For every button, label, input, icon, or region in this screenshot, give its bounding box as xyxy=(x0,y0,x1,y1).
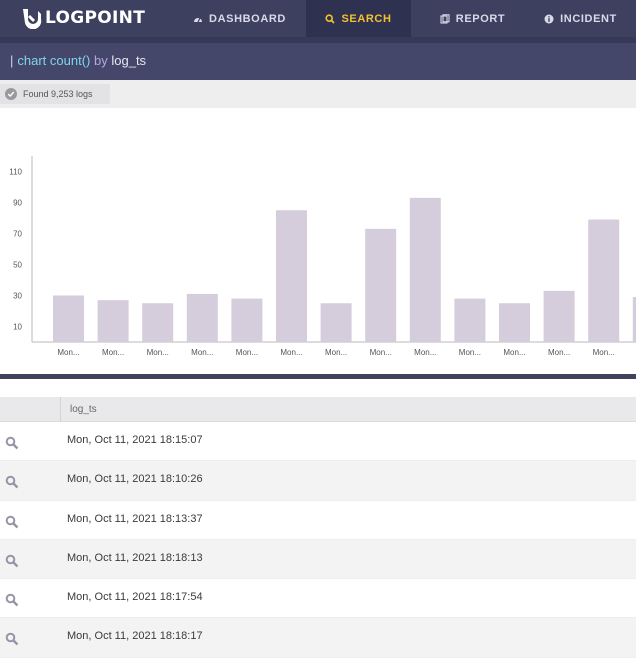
x-tick-label: Mon... xyxy=(236,348,258,357)
info-icon xyxy=(544,14,554,23)
search-icon[interactable] xyxy=(5,554,19,568)
log-ts-cell: Mon, Oct 11, 2021 18:18:17 xyxy=(67,630,203,643)
bar[interactable] xyxy=(186,293,218,342)
x-tick-label: Mon... xyxy=(147,348,169,357)
table-body: Mon, Oct 11, 2021 18:15:07 Mon, Oct 11, 2… xyxy=(0,422,636,658)
table-row[interactable]: Mon, Oct 11, 2021 18:17:54 xyxy=(0,579,636,619)
check-circle-icon xyxy=(5,88,17,100)
table-row[interactable]: Mon, Oct 11, 2021 18:13:37 xyxy=(0,501,636,540)
nav-incident[interactable]: INCIDENT xyxy=(525,0,636,37)
report-icon xyxy=(440,13,450,24)
bar[interactable] xyxy=(276,210,307,342)
column-header-log-ts[interactable]: log_ts xyxy=(70,404,97,415)
panel-separator[interactable] xyxy=(0,374,636,379)
result-status-bar: Found 9,253 logs xyxy=(0,80,636,108)
x-tick-label: Mon... xyxy=(280,348,302,357)
bar[interactable] xyxy=(97,300,129,342)
bar[interactable] xyxy=(409,197,441,342)
log-ts-cell: Mon, Oct 11, 2021 18:17:54 xyxy=(67,591,203,604)
x-tick-label: Mon... xyxy=(102,348,124,357)
log-ts-cell: Mon, Oct 11, 2021 18:15:07 xyxy=(67,434,203,446)
x-tick-label: Mon... xyxy=(325,348,347,357)
bar-chart-svg: 10 30 50 70 90 110 Mon... Mon... Mon... Mon... Mon… xyxy=(9,156,636,357)
table-header: log_ts xyxy=(0,397,636,422)
nav-search-label: SEARCH xyxy=(341,12,392,25)
y-tick-label: 10 xyxy=(13,323,22,332)
search-icon[interactable] xyxy=(5,475,19,489)
y-tick-label: 70 xyxy=(13,230,22,239)
log-ts-cell: Mon, Oct 11, 2021 18:10:26 xyxy=(67,473,203,486)
query-field: log_ts xyxy=(111,53,147,68)
table-row[interactable]: Mon, Oct 11, 2021 18:15:07 xyxy=(0,422,636,462)
query-pipe: | xyxy=(10,53,14,68)
nav-report[interactable]: REPORT xyxy=(420,0,525,37)
log-ts-cell: Mon, Oct 11, 2021 18:18:13 xyxy=(67,551,203,564)
bar[interactable] xyxy=(588,219,620,342)
dashboard-icon xyxy=(194,17,203,22)
found-logs-badge: Found 9,253 logs xyxy=(0,84,110,104)
query-bar[interactable]: | chart count() by log_ts xyxy=(0,37,636,80)
bar[interactable] xyxy=(365,228,397,342)
nav-dashboard[interactable]: DASHBOARD xyxy=(182,0,297,37)
results-table: log_ts Mon, Oct 11, 2021 18:15:07 Mon, Oc… xyxy=(0,397,636,658)
bar[interactable] xyxy=(53,295,84,343)
bar[interactable] xyxy=(454,298,486,342)
logpoint-logo[interactable]: LOGPOINT xyxy=(20,7,145,29)
bar[interactable] xyxy=(499,303,530,342)
query-function: chart count() xyxy=(17,53,91,68)
query-input[interactable]: | chart count() by log_ts xyxy=(10,53,146,68)
x-tick-label: Mon... xyxy=(459,348,481,357)
y-tick-label: 30 xyxy=(13,292,22,301)
y-tick-label: 50 xyxy=(13,261,22,270)
search-icon[interactable] xyxy=(5,515,19,529)
bar[interactable] xyxy=(142,303,174,342)
search-icon xyxy=(325,13,336,24)
y-tick-label: 110 xyxy=(9,168,22,177)
x-tick-label: Mon... xyxy=(593,348,615,357)
bar[interactable] xyxy=(543,290,575,342)
x-tick-label: Mon... xyxy=(548,348,570,357)
logo-text: LOGPOINT xyxy=(45,8,146,28)
y-tick-label: 90 xyxy=(13,199,22,208)
logo-mark-icon xyxy=(23,9,42,29)
x-tick-label: Mon... xyxy=(191,348,213,357)
query-keyword: by xyxy=(94,53,108,68)
header-action-column xyxy=(0,397,61,422)
search-icon[interactable] xyxy=(5,632,19,646)
table-row[interactable]: Mon, Oct 11, 2021 18:10:26 xyxy=(0,461,636,501)
search-icon[interactable] xyxy=(5,593,19,607)
table-row[interactable]: Mon, Oct 11, 2021 18:18:17 xyxy=(0,618,636,658)
top-navigation-bar: LOGPOINT DASHBOARD SEARCH REPORT xyxy=(0,0,636,37)
bar[interactable] xyxy=(231,298,263,342)
nav-dashboard-label: DASHBOARD xyxy=(209,12,286,25)
bar[interactable] xyxy=(320,303,352,342)
table-toolbar-space xyxy=(0,379,636,397)
nav-report-label: REPORT xyxy=(455,12,506,25)
x-tick-label: Mon... xyxy=(57,348,79,357)
bar[interactable] xyxy=(632,297,636,342)
nav-search[interactable]: SEARCH xyxy=(306,0,411,37)
x-tick-label: Mon... xyxy=(503,348,525,357)
log-ts-cell: Mon, Oct 11, 2021 18:13:37 xyxy=(67,512,203,525)
x-tick-label: Mon... xyxy=(370,348,392,357)
count-chart: 10 30 50 70 90 110 Mon... Mon... Mon... Mon... Mon… xyxy=(0,108,636,374)
nav-incident-label: INCIDENT xyxy=(560,12,617,25)
table-row[interactable]: Mon, Oct 11, 2021 18:18:13 xyxy=(0,539,636,580)
search-icon[interactable] xyxy=(5,436,19,450)
found-logs-text: Found 9,253 logs xyxy=(23,89,93,99)
x-tick-label: Mon... xyxy=(414,348,436,357)
